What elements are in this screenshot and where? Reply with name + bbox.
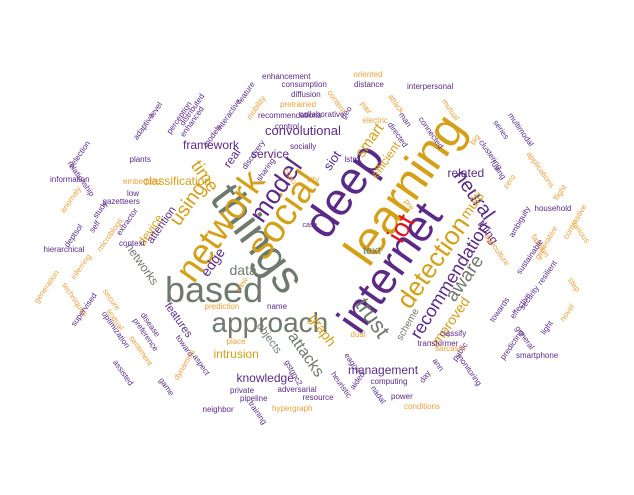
- word-applications: applications: [524, 149, 557, 190]
- word-lstm: lstm: [344, 155, 360, 164]
- word-intrusion: intrusion: [213, 347, 259, 361]
- word-resource: resource: [302, 393, 334, 402]
- word-eagcn: eagcn: [342, 351, 363, 375]
- word-plants: plants: [129, 155, 151, 164]
- word-power: power: [391, 392, 413, 401]
- word-information: information: [50, 175, 90, 184]
- word-enhancement: enhancement: [262, 72, 311, 81]
- word-distance: distance: [354, 80, 384, 89]
- word-recommendations: recommendations: [258, 111, 322, 120]
- word-based: based: [165, 269, 264, 310]
- word-service: service: [251, 147, 290, 161]
- word-consumption: consumption: [281, 80, 327, 89]
- word-text: text: [363, 244, 381, 257]
- word-hypergraph: hypergraph: [272, 404, 313, 413]
- word-socially: socially: [290, 142, 317, 151]
- word-inferring: inferring: [68, 252, 93, 282]
- word-hierarchical: hierarchical: [43, 245, 85, 254]
- word-electric: electric: [362, 116, 388, 125]
- word-towards: towards: [487, 295, 512, 324]
- word-oriented: oriented: [353, 70, 383, 79]
- word-man: man: [397, 110, 414, 129]
- word-city: city: [307, 175, 319, 184]
- word-series: series: [490, 118, 511, 142]
- word-dynamics: dynamics: [172, 347, 197, 382]
- word-embedded: embedded: [123, 177, 161, 186]
- word-multimodal: multimodal: [505, 111, 536, 149]
- word-classify: classify: [440, 329, 467, 338]
- word-data: data: [229, 262, 257, 278]
- word-low: low: [127, 189, 140, 198]
- word-generation: generation: [31, 268, 62, 305]
- word-dual: dual: [350, 330, 366, 339]
- word-light: light: [538, 319, 555, 337]
- word-conditions: conditions: [404, 402, 441, 411]
- word-name: name: [267, 302, 288, 311]
- word-ann: ann: [430, 356, 446, 373]
- word-pipeline: pipeline: [240, 394, 268, 403]
- word-convolutional: convolutional: [265, 122, 341, 138]
- word-computing: computing: [370, 377, 408, 386]
- word-diffusion: diffusion: [291, 90, 321, 99]
- word-adversarial: adversarial: [277, 385, 317, 394]
- word-game: game: [156, 375, 176, 398]
- word-collaborative: collaborative: [299, 110, 345, 119]
- word-resilient: resilient: [535, 258, 559, 287]
- word-control: control: [275, 122, 300, 131]
- word-approach: approach: [211, 307, 329, 338]
- word-place: place: [226, 337, 246, 346]
- word-transformer: transformer: [417, 339, 459, 348]
- word-ambiguity: ambiguity: [507, 204, 533, 239]
- word-smartphone: smartphone: [516, 351, 559, 360]
- word-pretrained: pretrained: [280, 100, 317, 109]
- word-flight: flight: [551, 183, 569, 203]
- word-prediction: prediction: [204, 302, 240, 311]
- word-step: step: [565, 275, 582, 294]
- word-knowledge: knowledge: [236, 371, 294, 385]
- word-sarcasm: sarcasm: [435, 344, 466, 353]
- word-adaptive: adaptive: [131, 111, 157, 142]
- word-related: related: [447, 166, 485, 180]
- word-nadal: nadal: [368, 384, 388, 406]
- word-management: management: [348, 363, 419, 377]
- word-gazetteers: gazetteers: [102, 197, 140, 206]
- word-neighbor: neighbor: [202, 405, 234, 414]
- word-novel: novel: [557, 302, 576, 324]
- word-classification: classification: [143, 174, 212, 188]
- word-fusing: fusing: [487, 158, 508, 182]
- word-anomaly: anomaly: [58, 184, 84, 215]
- word-context: context: [119, 239, 145, 248]
- word-case: case: [302, 221, 318, 229]
- word-pair: pair: [358, 99, 374, 116]
- word-household: household: [534, 204, 572, 213]
- word-interpersonal: interpersonal: [407, 82, 454, 91]
- word-training: training: [246, 399, 269, 427]
- word-private: private: [230, 386, 255, 395]
- word-assisted: assisted: [110, 358, 135, 388]
- word-day: day: [417, 368, 432, 385]
- word-self: self: [87, 219, 103, 235]
- word-framework: framework: [183, 138, 240, 152]
